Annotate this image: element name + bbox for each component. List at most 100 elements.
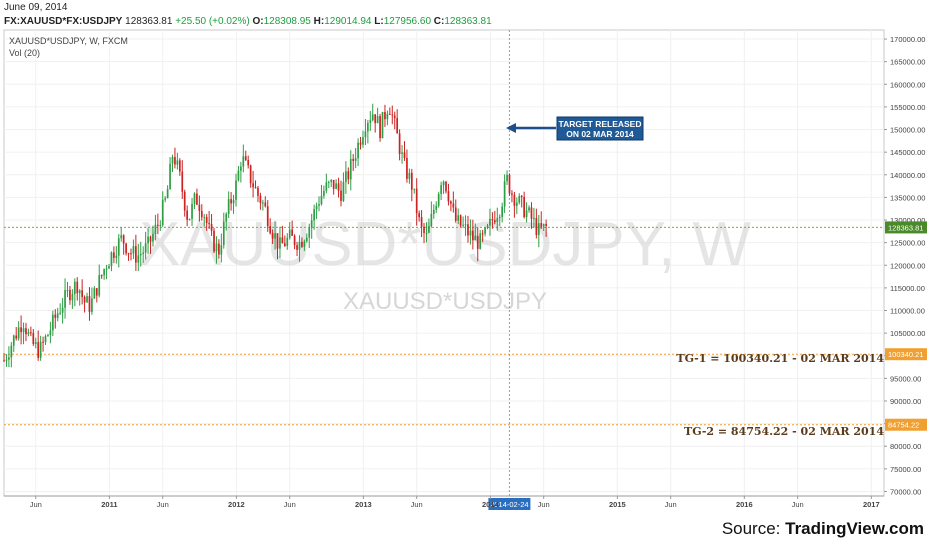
price-chart[interactable]: XAUUSD*USDJPY, W XAUUSD*USDJPY XAUUSD*US… (0, 0, 932, 520)
candle-body (144, 243, 147, 253)
candlestick-series (3, 103, 547, 368)
candle-body (381, 112, 384, 139)
candle-body (25, 328, 27, 335)
candle-body (156, 224, 159, 226)
candle-body (159, 225, 162, 227)
x-tick-label: Jun (284, 500, 296, 509)
close-label: C: (433, 16, 445, 27)
candle-body (298, 241, 301, 250)
candle-body (408, 172, 411, 179)
open-label: O: (252, 16, 264, 27)
candle-body (174, 157, 176, 165)
x-tick-label: Jun (157, 500, 169, 509)
candle-body (464, 224, 467, 226)
candle-body (196, 193, 198, 205)
y-tick-label: 155000.00 (890, 103, 925, 112)
target-box (556, 116, 644, 141)
candle-body (469, 230, 472, 236)
candle-body (330, 179, 333, 182)
candle-body (64, 290, 66, 308)
candle-body (22, 328, 25, 333)
candle-body (235, 180, 237, 200)
candle-body (296, 245, 298, 250)
y-tick-label: 160000.00 (890, 80, 925, 89)
y-tick-label: 125000.00 (890, 239, 925, 248)
candle-body (161, 199, 164, 226)
y-tick-label: 105000.00 (890, 329, 925, 338)
last-price: 128363.81 (125, 16, 173, 27)
candle-body (476, 235, 479, 249)
candle-body (69, 289, 71, 301)
candle-body (315, 205, 318, 210)
candle-body (34, 342, 37, 344)
candle-body (181, 171, 184, 192)
candle-body (242, 156, 245, 167)
x-tick-label: 2016 (736, 500, 753, 509)
y-tick-label: 95000.00 (890, 374, 921, 383)
candle-body (203, 217, 206, 219)
symbol-name[interactable]: FX:XAUUSD*FX:USDJPY (4, 16, 123, 27)
candle-body (352, 159, 355, 161)
candle-body (491, 218, 494, 221)
candle-body (125, 243, 127, 254)
target-price-label-tg-2-bg (885, 418, 927, 431)
candle-body (198, 204, 201, 211)
candle-body (120, 235, 123, 239)
candle-body (39, 341, 42, 358)
y-tick-label: 165000.00 (890, 58, 925, 67)
candle-body (486, 225, 489, 228)
candle-body (115, 255, 118, 258)
candle-body (78, 290, 81, 294)
y-tick-label: 150000.00 (890, 126, 925, 135)
candle-body (520, 195, 523, 198)
open-value: 128308.95 (263, 16, 311, 27)
low-value: 127956.60 (383, 16, 432, 27)
arrow-left-icon (506, 123, 516, 133)
candle-body (481, 233, 484, 235)
x-tick-label: Jun (538, 500, 550, 509)
candle-body (27, 332, 30, 335)
candle-body (484, 227, 486, 234)
candle-body (342, 182, 345, 201)
target-annotation[interactable]: TARGET RELEASED ON 02 MAR 2014 (506, 116, 644, 141)
candle-body (266, 206, 269, 227)
candle-body (401, 152, 403, 154)
candle-body (406, 157, 408, 179)
candle-body (252, 183, 254, 188)
high-value: 129014.94 (324, 16, 372, 27)
candle-body (403, 152, 406, 158)
candle-body (110, 252, 113, 267)
candle-body (347, 171, 350, 180)
candle-body (345, 171, 347, 183)
target-price-label-tg-1: 100340.21 (888, 350, 923, 359)
candle-body (535, 217, 538, 235)
y-tick-label: 90000.00 (890, 397, 921, 406)
candle-body (103, 269, 105, 276)
candle-body (56, 313, 59, 318)
symbol-header: FX:XAUUSD*FX:USDJPY 128363.81 +25.50 (+0… (4, 16, 492, 27)
candle-body (91, 298, 93, 312)
candle-body (530, 207, 533, 219)
candle-body (49, 330, 52, 336)
candle-body (493, 220, 496, 223)
horizontal-lines (4, 226, 884, 426)
candle-body (3, 360, 5, 362)
x-tick-label: 2011 (101, 500, 117, 509)
candle-body (332, 179, 335, 189)
candle-body (479, 233, 482, 249)
candle-body (323, 190, 325, 196)
candle-body (364, 131, 367, 138)
candle-body (413, 188, 416, 190)
candle-body (264, 202, 267, 207)
target-line1: TARGET RELEASED (559, 119, 642, 129)
candle-body (386, 113, 389, 120)
candle-body (215, 243, 218, 252)
candle-body (5, 359, 8, 361)
candle-body (83, 296, 86, 303)
chart-date: June 09, 2014 (4, 2, 68, 13)
candle-body (337, 183, 340, 191)
source-prefix: Source: (721, 519, 786, 538)
source-name[interactable]: TradingView.com (785, 519, 924, 538)
candle-body (418, 213, 420, 218)
candle-body (432, 209, 435, 214)
